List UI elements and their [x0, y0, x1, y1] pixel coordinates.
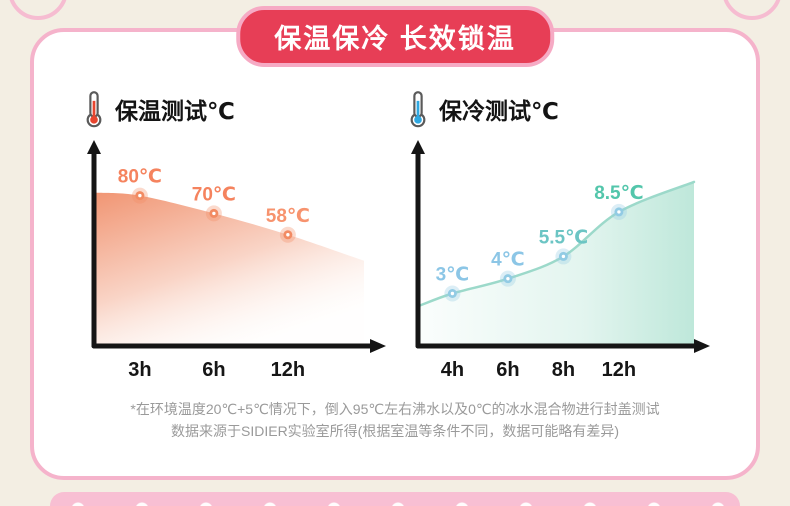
test-disclaimer: *在环境温度20℃+5℃情况下，倒入95℃左右沸水以及0℃的冰水混合物进行封盖测… — [34, 398, 756, 443]
title-badge: 保温保冷 长效锁温 — [236, 6, 554, 67]
svg-text:80℃: 80℃ — [118, 167, 162, 188]
disclaimer-line-1: *在环境温度20℃+5℃情况下，倒入95℃左右沸水以及0℃的冰水混合物进行封盖测… — [130, 401, 660, 417]
cold-chart-header: 保冷测试℃ — [406, 90, 718, 128]
svg-text:5.5℃: 5.5℃ — [539, 227, 588, 248]
charts-row: 保温测试℃ 80℃ 3h 70℃ 6h 58℃ 12h 保冷测试℃ 3℃ 4h 4℃ 6h 5.5… — [34, 32, 756, 384]
svg-text:4℃: 4℃ — [491, 250, 525, 271]
heat-chart-plot: 80℃ 3h 70℃ 6h 58℃ 12h — [87, 140, 386, 381]
cold-chart-plot: 3℃ 4h 4℃ 6h 5.5℃ 8h 8.5℃ 12h — [411, 140, 710, 381]
svg-text:70℃: 70℃ — [192, 184, 236, 205]
svg-text:58℃: 58℃ — [266, 206, 310, 227]
svg-text:6h: 6h — [496, 359, 519, 381]
svg-text:3℃: 3℃ — [436, 265, 470, 286]
cold-retention-chart: 保冷测试℃ 3℃ 4h 4℃ 6h 5.5℃ 8h 8.5℃ 12h — [396, 90, 718, 384]
heat-retention-chart: 保温测试℃ 80℃ 3h 70℃ 6h 58℃ 12h — [72, 90, 394, 384]
svg-text:4h: 4h — [441, 359, 464, 381]
title-badge-text: 保温保冷 长效锁温 — [274, 24, 516, 54]
heat-chart-header: 保温测试℃ — [82, 90, 394, 128]
thermometer-cold-icon — [410, 91, 426, 128]
heat-chart-title: 保温测试℃ — [115, 98, 235, 124]
disclaimer-line-2: 数据来源于SIDIER实验室所得(根据室温等条件不同，数据可能略有差异) — [171, 423, 619, 440]
svg-text:8h: 8h — [552, 359, 575, 381]
svg-text:12h: 12h — [602, 359, 636, 381]
thermometer-hot-icon — [86, 91, 102, 128]
insulation-card: 保温测试℃ 80℃ 3h 70℃ 6h 58℃ 12h 保冷测试℃ 3℃ 4h 4℃ 6h 5.5… — [30, 28, 760, 480]
corner-decoration-left — [8, 0, 68, 20]
svg-text:8.5℃: 8.5℃ — [594, 183, 643, 204]
next-section-top — [50, 492, 740, 506]
svg-text:3h: 3h — [128, 359, 151, 381]
svg-text:6h: 6h — [202, 359, 225, 381]
corner-decoration-right — [722, 0, 782, 20]
svg-text:12h: 12h — [271, 359, 305, 381]
cold-chart-title: 保冷测试℃ — [439, 98, 559, 124]
